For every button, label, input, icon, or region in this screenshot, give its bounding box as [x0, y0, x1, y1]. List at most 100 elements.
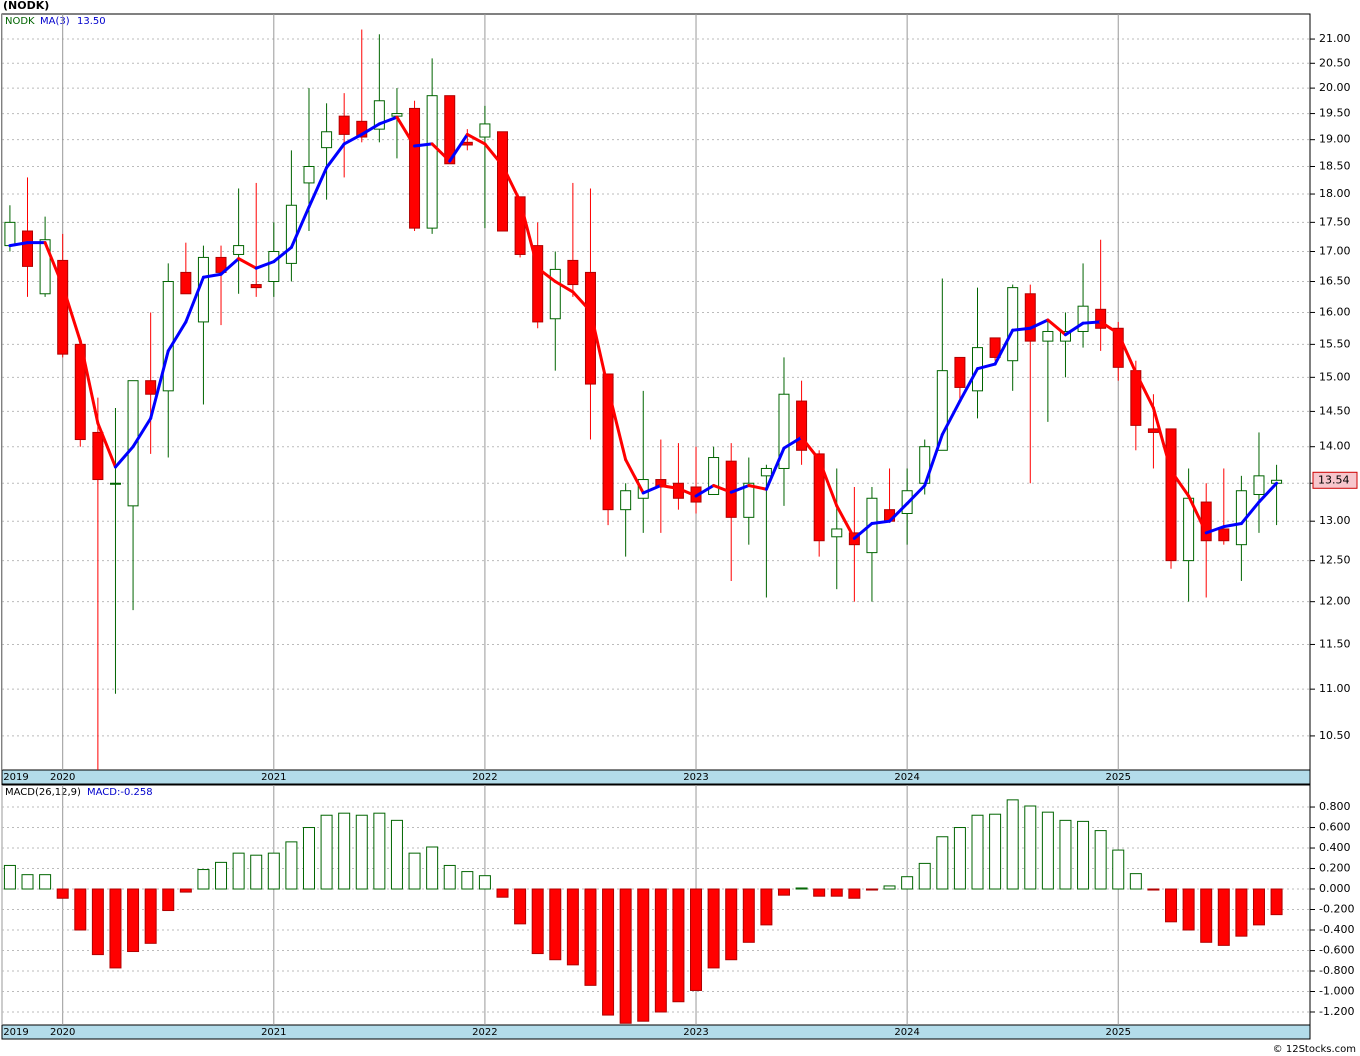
y-tick-label: 20.50: [1319, 56, 1351, 69]
macd-bar: [566, 888, 579, 966]
candle-body: [426, 95, 438, 229]
ma-line: [835, 504, 856, 540]
candle-body: [1200, 501, 1212, 542]
macd-bar: [690, 888, 703, 991]
ma-line: [518, 199, 540, 270]
candle-body: [1183, 497, 1195, 562]
ma-line: [852, 522, 874, 540]
macd-bar: [56, 888, 69, 899]
candle-body: [954, 356, 966, 388]
macd-bar: [373, 812, 386, 890]
macd-bar: [989, 813, 1002, 890]
macd-bar: [215, 861, 228, 890]
candle-body: [338, 115, 350, 135]
ma-line: [1046, 318, 1067, 337]
macd-bar: [21, 874, 34, 890]
macd-bar: [267, 852, 280, 890]
y-tick-label: 0.000: [1319, 882, 1351, 895]
macd-bar: [1024, 805, 1037, 890]
macd-bar: [1059, 819, 1072, 890]
macd-bar: [302, 827, 315, 890]
ma-line: [149, 349, 170, 420]
macd-bar: [1200, 888, 1213, 943]
candle-body: [162, 281, 174, 392]
candle-body: [989, 337, 1001, 358]
ma-line: [624, 458, 645, 495]
ma-line: [817, 458, 839, 508]
macd-bar: [408, 852, 421, 890]
macd-bar: [725, 888, 738, 961]
y-tick-label: 0.600: [1319, 821, 1351, 834]
y-tick-label: 0.800: [1319, 800, 1351, 813]
candle-body: [92, 431, 104, 481]
y-tick-label: 11.50: [1319, 637, 1351, 650]
macd-bar: [549, 888, 562, 961]
x-tick-label: 2020: [50, 1027, 75, 1038]
ma-line: [254, 260, 276, 270]
ma-line: [993, 328, 1015, 366]
ma-line: [976, 362, 997, 371]
ma-line: [289, 205, 311, 249]
x-tick-label: 2025: [1106, 1027, 1131, 1038]
ma-line: [588, 309, 610, 391]
x-tick-label: 2021: [261, 1027, 286, 1038]
candle-body: [285, 204, 297, 264]
ma-line: [1204, 525, 1226, 535]
macd-bar: [777, 888, 790, 896]
candle-body: [268, 250, 280, 283]
ma-line: [430, 142, 452, 163]
macd-bar: [144, 888, 157, 944]
candle-body: [760, 467, 772, 477]
ma-line: [571, 290, 592, 313]
y-tick-label: 19.00: [1319, 133, 1351, 146]
candle-body: [321, 131, 333, 149]
price-tag-label: 13.54: [1318, 473, 1350, 486]
candle-body: [444, 95, 456, 165]
macd-bar: [830, 888, 843, 897]
y-tick-label: 20.00: [1319, 81, 1351, 94]
macd-bar: [1165, 888, 1178, 923]
candle-body: [127, 380, 139, 507]
ma-line: [764, 446, 786, 491]
ma-line: [377, 115, 399, 126]
candle-body: [145, 380, 157, 395]
price-panel: [1, 13, 1311, 771]
year-bar: [1, 1024, 1311, 1040]
ma-line: [201, 272, 223, 279]
y-tick-label: 16.00: [1319, 305, 1351, 318]
ma-line: [870, 519, 892, 526]
y-tick-label: -1.000: [1319, 984, 1354, 997]
ma-line: [307, 166, 329, 209]
macd-bar: [953, 827, 966, 890]
y-tick-label: 0.200: [1319, 862, 1351, 875]
ma-line: [1099, 320, 1120, 335]
ma-line: [800, 435, 821, 462]
candle-body: [778, 393, 790, 469]
y-tick-label: 15.00: [1319, 370, 1351, 383]
candle-body: [1147, 428, 1159, 433]
candle-body: [1253, 475, 1265, 495]
candle-body: [180, 271, 192, 295]
plot-group: [2, 14, 1310, 770]
candle-body: [1024, 293, 1036, 342]
candle-body: [39, 239, 51, 295]
candle-body: [936, 370, 948, 451]
macd-bar: [320, 814, 333, 890]
macd-bar: [813, 888, 826, 897]
price-tag: [1312, 471, 1358, 489]
ma-line: [659, 483, 680, 490]
candle-body: [1007, 287, 1019, 362]
macd-bar: [232, 852, 245, 890]
candle-body: [479, 123, 491, 138]
macd-bar: [1270, 888, 1283, 916]
ma-line: [1257, 481, 1279, 504]
candle-body: [356, 120, 368, 138]
candle-body: [233, 245, 245, 255]
y-tick-label: -0.800: [1319, 964, 1354, 977]
macd-bar: [461, 871, 474, 890]
candle-body: [637, 479, 649, 499]
ma-line: [483, 142, 505, 167]
ma-line: [1011, 326, 1032, 332]
x-tick-label: 2020: [50, 772, 75, 783]
macd-bar: [1129, 873, 1142, 890]
